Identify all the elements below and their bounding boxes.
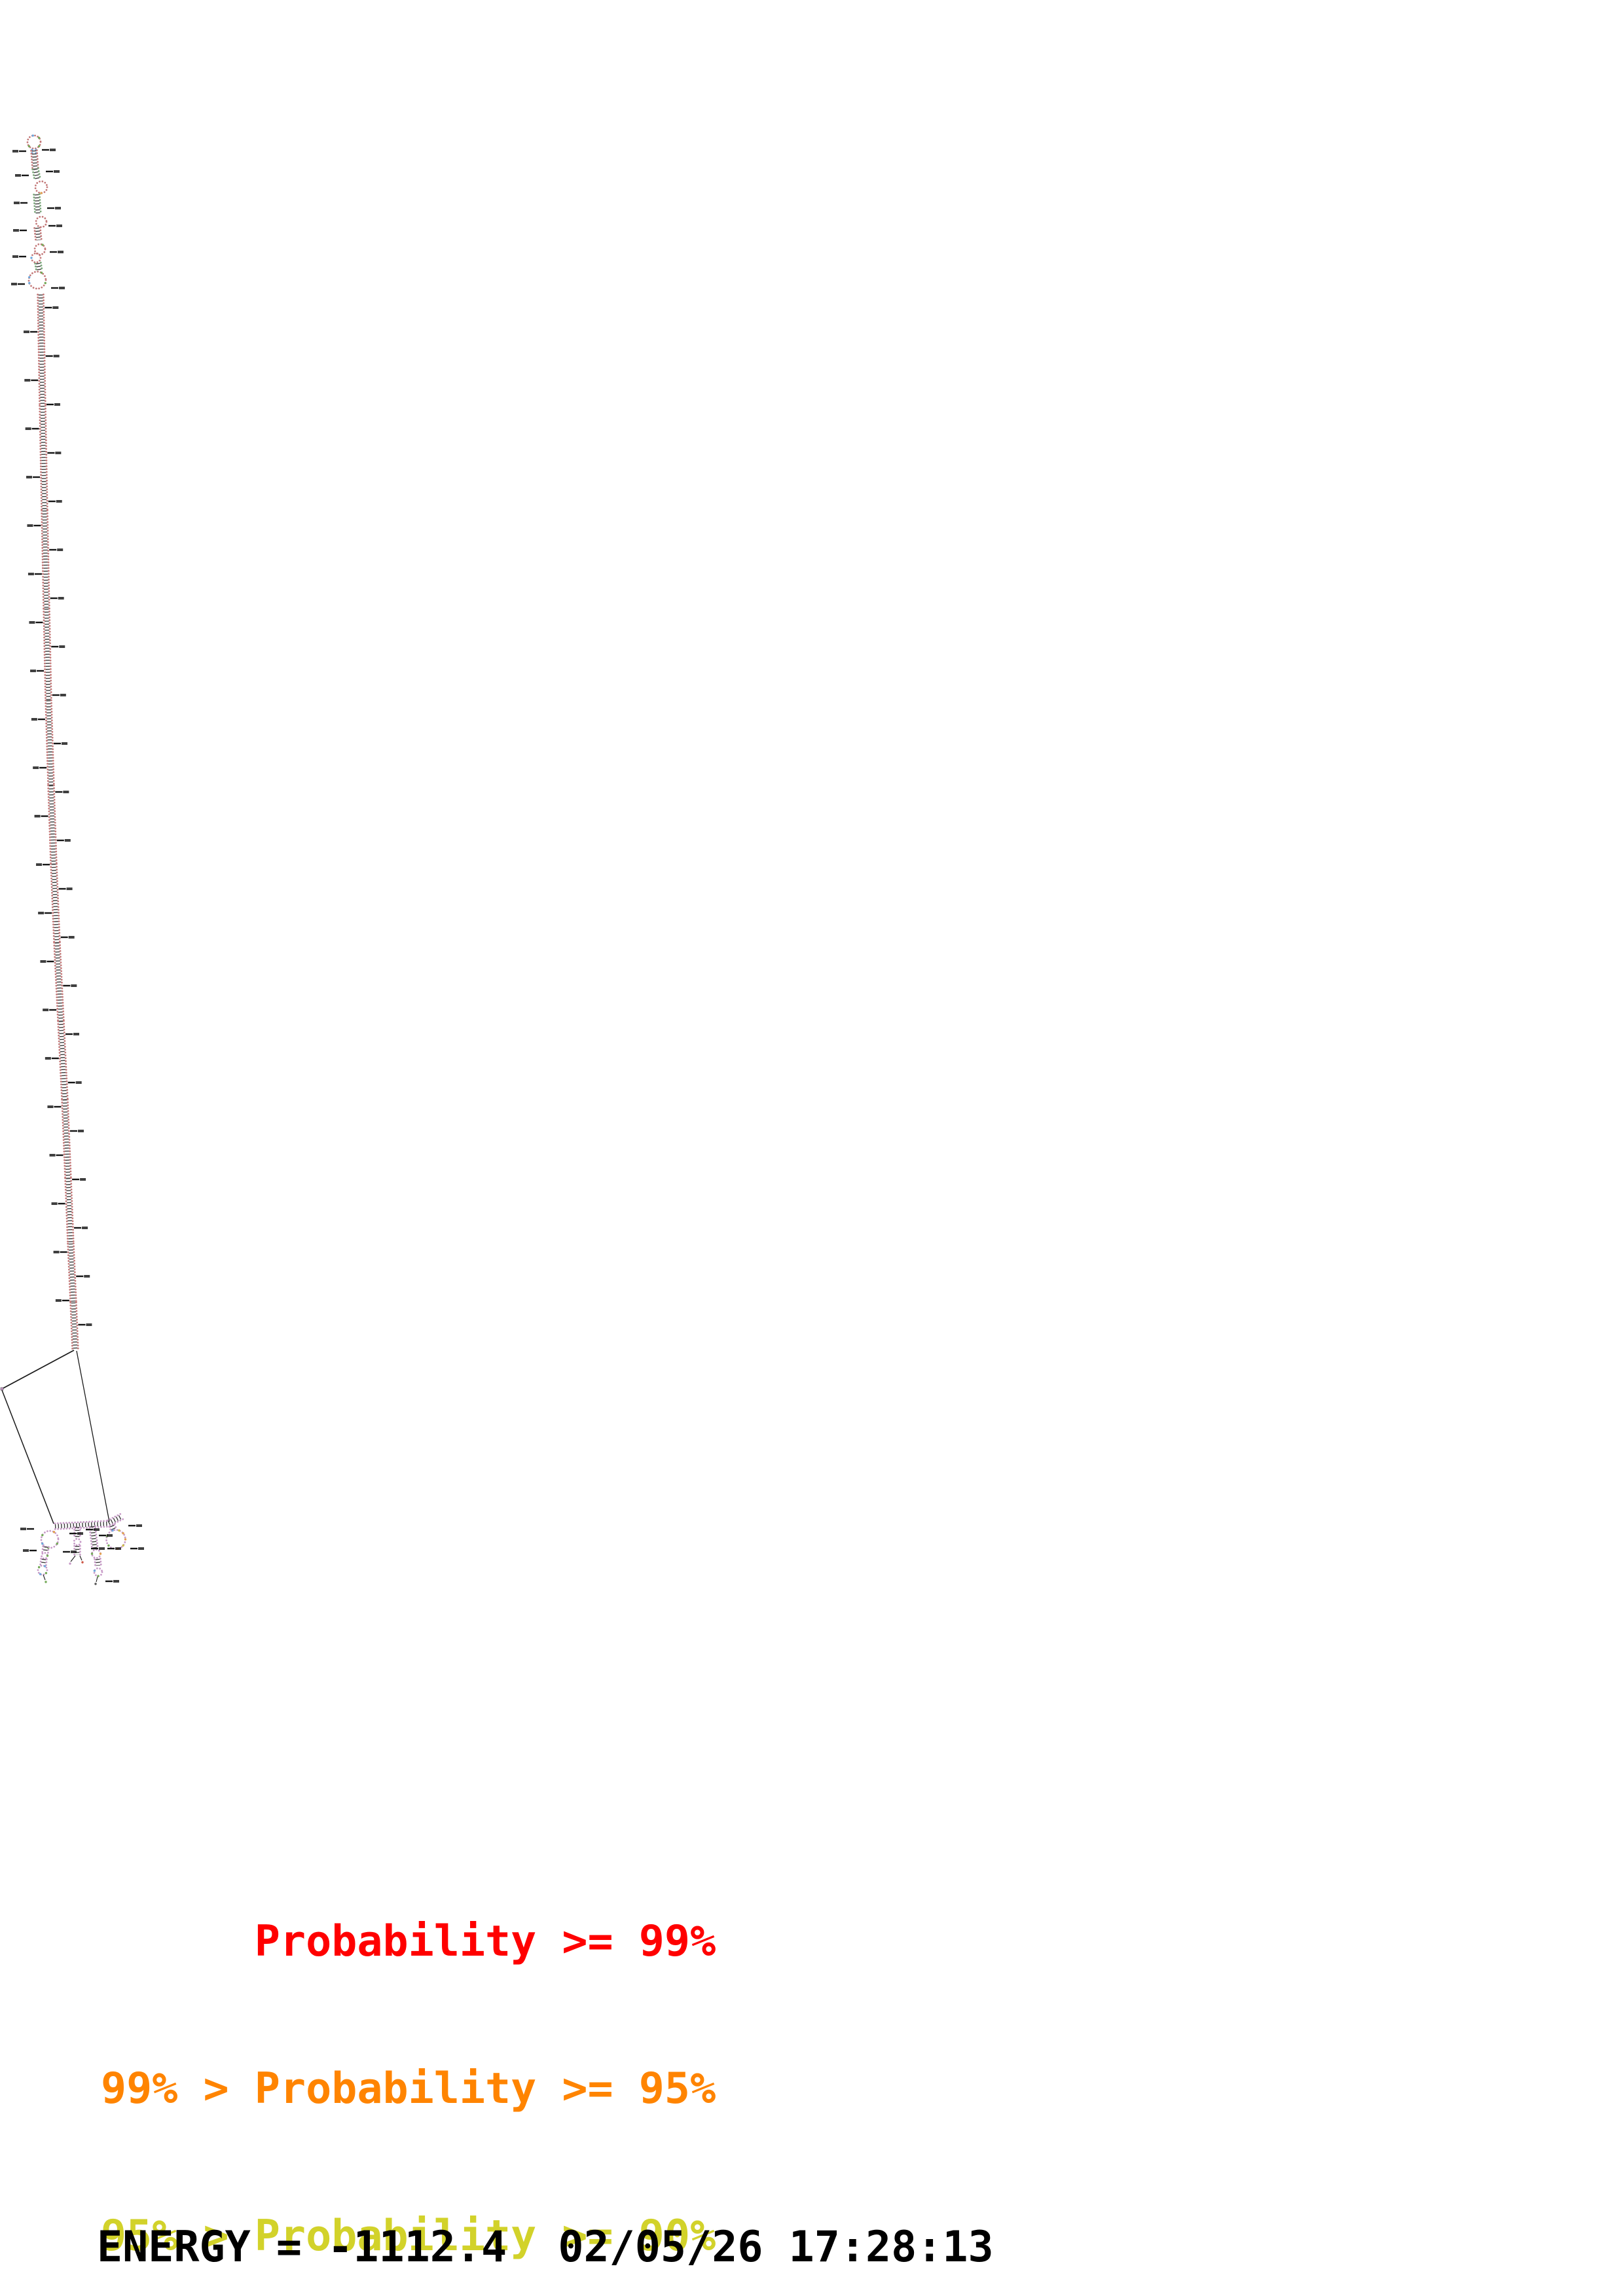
probability-legend: Probability >= 99% 99% > Probability >= … xyxy=(101,1819,716,2296)
rna-structure-drawing xyxy=(0,134,144,1585)
long-stem xyxy=(24,293,92,1351)
hairpin-and-upper-stem xyxy=(11,134,65,290)
bottom-cluster xyxy=(20,1513,144,1585)
energy-timestamp-line: ENERGY = -1112.4 02/05/26 17:28:13 xyxy=(97,2223,994,2272)
legend-item-95-90: 95% > Probability >= 90% xyxy=(101,2212,716,2261)
multiloop xyxy=(0,1350,110,1524)
legend-item-99-95: 99% > Probability >= 95% xyxy=(101,2064,716,2113)
legend-item-99: Probability >= 99% xyxy=(254,1917,716,1966)
